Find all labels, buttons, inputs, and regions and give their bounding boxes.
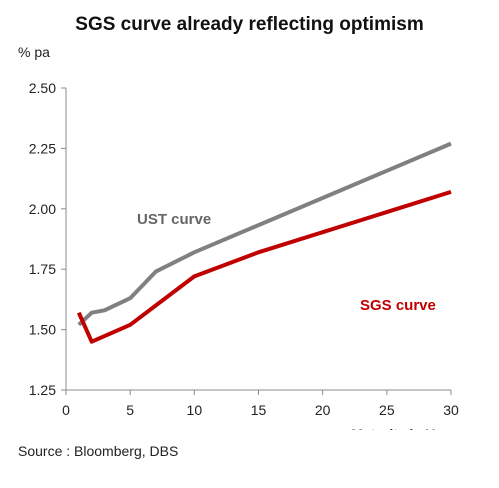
y-axis-unit-label: % pa	[18, 44, 50, 60]
y-tick-label: 2.50	[29, 80, 56, 96]
line-chart: 1.25 1.50 1.75 2.00 2.25 2.50 0 5 10 15 20 25 30 Matu…	[29, 80, 463, 430]
y-tick-label: 1.50	[29, 322, 56, 338]
y-tick-label: 2.00	[29, 201, 56, 217]
y-tick-label: 1.25	[29, 382, 56, 398]
x-tick-label: 15	[251, 402, 267, 418]
x-tick-label: 20	[315, 402, 331, 418]
chart-axes: 1.25 1.50 1.75 2.00 2.25 2.50 0 5 10 15 20 25 30 Matu…	[29, 80, 463, 430]
y-tick-label: 1.75	[29, 261, 56, 277]
x-tick-label: 10	[187, 402, 203, 418]
series-label-ust: UST curve	[137, 211, 211, 228]
y-tick-label: 2.25	[29, 140, 56, 156]
x-axis-title: Maturity in Years	[351, 426, 463, 430]
series-label-sgs: SGS curve	[360, 297, 436, 314]
chart-series-lines	[76, 141, 452, 344]
source-note: Source : Bloomberg, DBS	[18, 443, 179, 459]
x-tick-label: 30	[443, 402, 459, 418]
series-line-ust	[77, 141, 452, 327]
x-tick-label: 25	[379, 402, 395, 418]
chart-labels: UST curve SGS curve	[137, 211, 436, 314]
x-tick-label: 0	[62, 402, 70, 418]
series-line-sgs	[76, 189, 452, 344]
chart-title: SGS curve already reflecting optimism	[75, 14, 424, 35]
x-tick-label: 5	[126, 402, 134, 418]
